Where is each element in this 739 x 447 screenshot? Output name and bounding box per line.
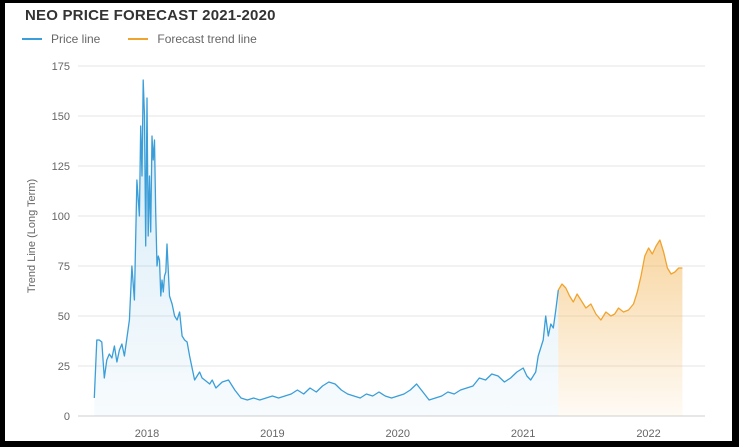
x-tick-label: 2018 [135, 428, 159, 440]
y-tick-label: 50 [58, 311, 70, 323]
x-tick-label: 2021 [511, 428, 535, 440]
y-tick-label: 25 [58, 361, 70, 373]
x-tick-label: 2020 [386, 428, 410, 440]
series-line-0 [93, 79, 559, 401]
x-tick-label: 2022 [636, 428, 660, 440]
legend-item-price[interactable]: Price line [22, 32, 100, 46]
series-area-0 [94, 80, 559, 416]
y-axis-title: Trend Line (Long Term) [26, 179, 38, 293]
y-tick-label: 125 [52, 161, 70, 173]
x-tick-label: 2019 [260, 428, 284, 440]
y-tick-label: 150 [52, 111, 70, 123]
series-line-1 [557, 239, 683, 321]
chart-title: NEO PRICE FORECAST 2021-2020 [25, 7, 276, 24]
y-tick-label: 0 [64, 411, 70, 423]
legend-swatch-forecast [128, 38, 149, 40]
y-tick-label: 175 [52, 61, 70, 73]
chart-legend: Price line Forecast trend line [22, 31, 285, 47]
legend-label-price: Price line [51, 32, 101, 46]
series-area-1 [558, 240, 683, 416]
legend-item-forecast[interactable]: Forecast trend line [128, 32, 257, 46]
y-tick-label: 75 [58, 261, 70, 273]
y-tick-label: 100 [52, 211, 70, 223]
legend-label-forecast: Forecast trend line [157, 32, 257, 46]
legend-swatch-price [22, 38, 42, 40]
